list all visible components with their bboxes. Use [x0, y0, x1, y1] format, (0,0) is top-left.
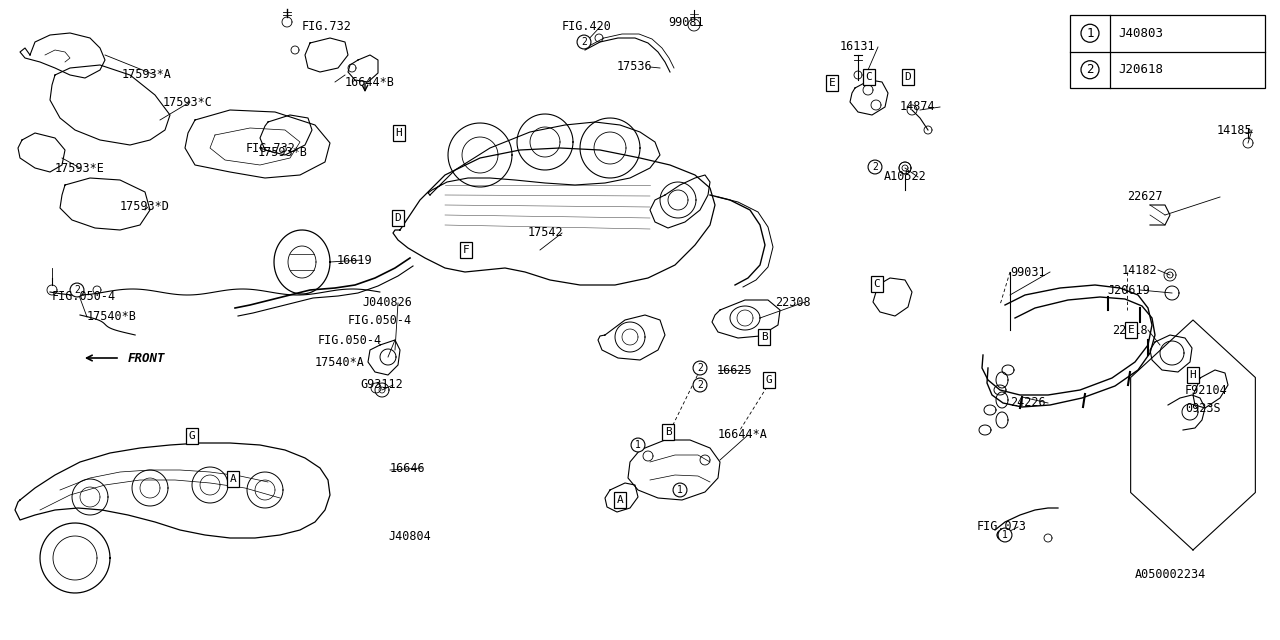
Text: 2: 2	[872, 162, 878, 172]
Text: 16625: 16625	[717, 364, 753, 376]
Text: 22318: 22318	[1112, 323, 1148, 337]
Text: 17593*D: 17593*D	[120, 200, 170, 214]
Text: A050002234: A050002234	[1135, 568, 1206, 582]
Text: 16131: 16131	[840, 40, 876, 54]
Text: 99081: 99081	[668, 15, 704, 29]
Text: E: E	[828, 78, 836, 88]
Text: 2: 2	[581, 37, 588, 47]
Text: G: G	[188, 431, 196, 441]
Text: 17593*A: 17593*A	[122, 68, 172, 81]
Text: J20619: J20619	[1107, 284, 1149, 296]
Text: FIG.732: FIG.732	[246, 141, 296, 154]
Text: H: H	[396, 128, 402, 138]
Text: 14874: 14874	[900, 100, 936, 113]
Text: 17593*E: 17593*E	[55, 161, 105, 175]
Text: 2: 2	[74, 285, 79, 295]
Text: D: D	[394, 213, 402, 223]
Text: 2: 2	[698, 380, 703, 390]
Text: 17536: 17536	[617, 61, 653, 74]
Text: 14182: 14182	[1123, 264, 1157, 276]
Text: J40803: J40803	[1117, 27, 1164, 40]
Text: 24226: 24226	[1010, 397, 1046, 410]
Text: FIG.073: FIG.073	[977, 520, 1027, 534]
Text: 14185: 14185	[1217, 124, 1253, 136]
Text: 16646: 16646	[390, 461, 426, 474]
Text: 1: 1	[635, 440, 641, 450]
Text: J20618: J20618	[1117, 63, 1164, 76]
Text: 16619: 16619	[337, 253, 372, 266]
Text: J040826: J040826	[362, 296, 412, 310]
Text: 16644*B: 16644*B	[346, 76, 394, 88]
Text: 1: 1	[1002, 530, 1007, 540]
Text: 1: 1	[1087, 27, 1093, 40]
Text: FIG.050-4: FIG.050-4	[348, 314, 412, 326]
Text: 22627: 22627	[1126, 191, 1162, 204]
Text: C: C	[865, 72, 873, 82]
Text: A10522: A10522	[884, 170, 927, 184]
Text: 0923S: 0923S	[1185, 401, 1221, 415]
Text: G: G	[765, 375, 772, 385]
Text: 2: 2	[1087, 63, 1093, 76]
Text: 17593*B: 17593*B	[259, 147, 308, 159]
Text: B: B	[760, 332, 768, 342]
Text: F92104: F92104	[1185, 383, 1228, 397]
Text: F: F	[462, 245, 470, 255]
Text: B: B	[664, 427, 672, 437]
Text: FIG.050-4: FIG.050-4	[317, 333, 383, 346]
Text: 17540*A: 17540*A	[315, 356, 365, 369]
Text: 17542: 17542	[529, 227, 563, 239]
Text: 17593*C: 17593*C	[163, 95, 212, 109]
Text: G93112: G93112	[360, 378, 403, 392]
Text: 2: 2	[698, 363, 703, 373]
Text: 22308: 22308	[774, 296, 810, 308]
Text: D: D	[905, 72, 911, 82]
Text: E: E	[1128, 325, 1134, 335]
Text: J40804: J40804	[388, 529, 431, 543]
Text: FRONT: FRONT	[128, 351, 165, 365]
Text: 99031: 99031	[1010, 266, 1046, 278]
Text: A: A	[617, 495, 623, 505]
Text: C: C	[874, 279, 881, 289]
Text: 1: 1	[677, 485, 684, 495]
Text: 16644*A: 16644*A	[718, 429, 768, 442]
Text: FIG.050-4: FIG.050-4	[52, 291, 116, 303]
Bar	[1070, 15, 1265, 88]
Text: H: H	[1189, 370, 1197, 380]
Text: 17540*B: 17540*B	[87, 310, 137, 323]
Text: FIG.732: FIG.732	[302, 20, 352, 33]
Text: FIG.420: FIG.420	[562, 20, 612, 33]
Text: A: A	[229, 474, 237, 484]
